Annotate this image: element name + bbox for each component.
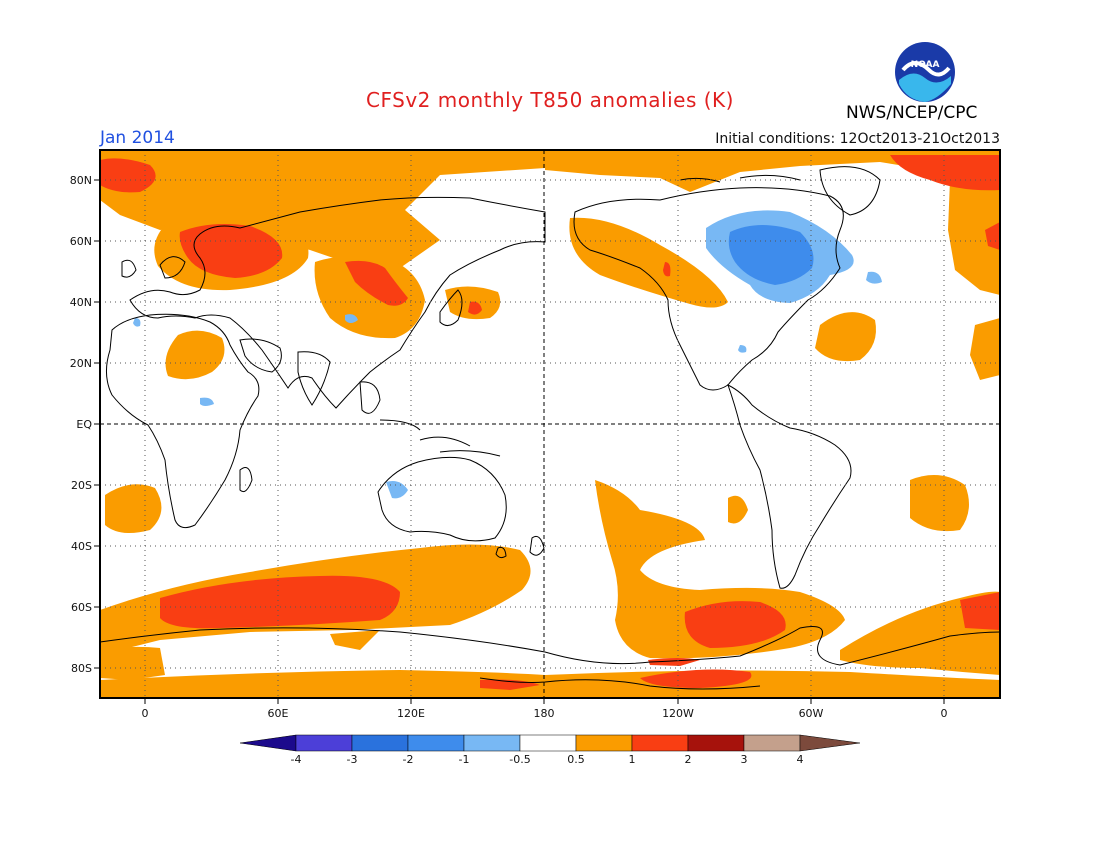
legend-swatch [743,734,801,752]
lat-label: 60N [70,235,92,248]
agency-label: NWS/NCEP/CPC [846,103,978,123]
initial-conditions: Initial conditions: 12Oct2013-21Oct2013 [715,131,1000,147]
legend-label: 0.5 [567,753,585,766]
legend-swatch [519,734,577,752]
lon-label: 120W [662,707,694,720]
legend-label: -1 [459,753,470,766]
lon-label: 60W [799,707,824,720]
legend-label: 2 [685,753,692,766]
graticule [100,150,1000,698]
lon-label: 60E [268,707,289,720]
lat-label: 60S [71,601,92,614]
legend-swatch [799,734,861,752]
lat-label: 80S [71,662,92,675]
legend-label: -3 [347,753,358,766]
legend-label: -4 [291,753,302,766]
lat-label: 40N [70,296,92,309]
legend-swatch [407,734,465,752]
legend-label: 1 [629,753,636,766]
tick-marks [94,179,945,704]
legend-label: -0.5 [509,753,530,766]
legend-label: 3 [741,753,748,766]
legend-label: 4 [797,753,804,766]
legend-swatch [575,734,633,752]
legend-swatch [631,734,689,752]
longitude-labels: 0 60E 120E 180 120W 60W 0 [142,707,948,720]
legend-swatch [351,734,409,752]
equator-dateline [100,150,1000,698]
strong-cool-anomaly-regions [728,225,814,285]
lat-label: 80N [70,174,92,187]
legend-swatch [295,734,353,752]
legend-swatch [463,734,521,752]
lon-label: 0 [142,707,149,720]
lat-label: 20S [71,479,92,492]
legend-swatch [239,734,297,752]
legend-label: -2 [403,753,414,766]
forecast-month: Jan 2014 [100,128,175,148]
lon-label: 0 [941,707,948,720]
noaa-logo: NOAA [893,40,957,104]
anomaly-field [100,150,1000,698]
logo-text: NOAA [911,60,940,70]
lon-label: 120E [397,707,425,720]
lat-label: EQ [76,418,92,431]
lat-label: 20N [70,357,92,370]
latitude-labels: 80N 60N 40N 20N EQ 20S 40S 60S 80S [70,174,93,675]
strong-warm-anomaly-regions [100,155,1000,690]
coastlines [100,166,1000,690]
lat-label: 40S [71,540,92,553]
color-legend: -4 -3 -2 -1 -0.5 0.5 1 2 3 4 [239,734,861,766]
map-title: CFSv2 monthly T850 anomalies (K) [366,88,734,112]
legend-swatch [687,734,745,752]
lon-label: 180 [534,707,555,720]
